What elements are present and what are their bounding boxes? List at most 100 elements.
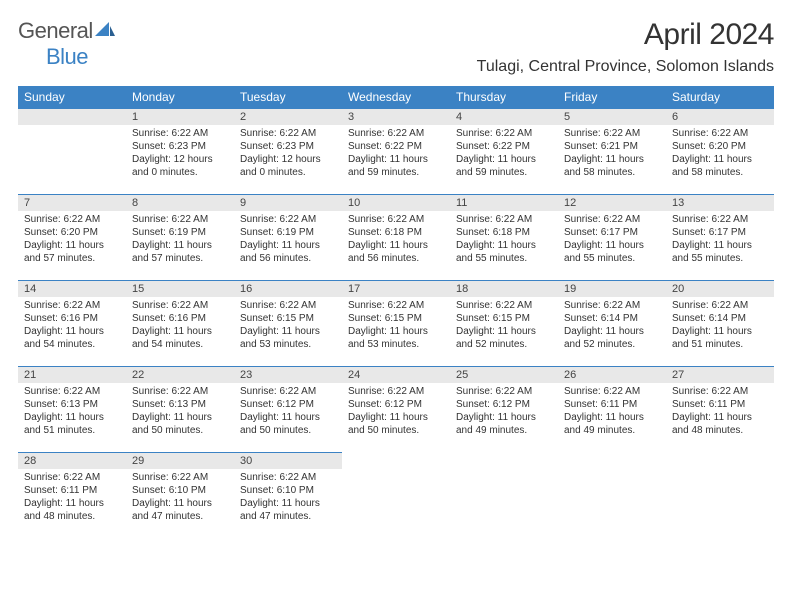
- sunrise-line: Sunrise: 6:22 AM: [456, 214, 532, 225]
- day-number: 8: [126, 194, 234, 211]
- daylight-line: Daylight: 11 hours and 50 minutes.: [348, 412, 428, 436]
- day-cell: 20Sunrise: 6:22 AMSunset: 6:14 PMDayligh…: [666, 280, 774, 366]
- day-cell: 17Sunrise: 6:22 AMSunset: 6:15 PMDayligh…: [342, 280, 450, 366]
- day-details: Sunrise: 6:22 AMSunset: 6:12 PMDaylight:…: [234, 383, 342, 441]
- sunrise-line: Sunrise: 6:22 AM: [132, 386, 208, 397]
- day-details: Sunrise: 6:22 AMSunset: 6:15 PMDaylight:…: [450, 297, 558, 355]
- sunrise-line: Sunrise: 6:22 AM: [348, 128, 424, 139]
- day-details: Sunrise: 6:22 AMSunset: 6:13 PMDaylight:…: [126, 383, 234, 441]
- day-cell: 5Sunrise: 6:22 AMSunset: 6:21 PMDaylight…: [558, 108, 666, 194]
- day-cell: 24Sunrise: 6:22 AMSunset: 6:12 PMDayligh…: [342, 366, 450, 452]
- day-cell: 4Sunrise: 6:22 AMSunset: 6:22 PMDaylight…: [450, 108, 558, 194]
- sunset-line: Sunset: 6:14 PM: [672, 313, 746, 324]
- day-number: 4: [450, 108, 558, 125]
- daylight-line: Daylight: 11 hours and 58 minutes.: [672, 154, 752, 178]
- day-number: 16: [234, 280, 342, 297]
- day-details: Sunrise: 6:22 AMSunset: 6:12 PMDaylight:…: [450, 383, 558, 441]
- day-cell: 1Sunrise: 6:22 AMSunset: 6:23 PMDaylight…: [126, 108, 234, 194]
- day-details: Sunrise: 6:22 AMSunset: 6:22 PMDaylight:…: [342, 125, 450, 183]
- daylight-line: Daylight: 11 hours and 55 minutes.: [564, 240, 644, 264]
- sunrise-line: Sunrise: 6:22 AM: [456, 128, 532, 139]
- sunset-line: Sunset: 6:19 PM: [132, 227, 206, 238]
- daylight-line: Daylight: 11 hours and 56 minutes.: [240, 240, 320, 264]
- sunrise-line: Sunrise: 6:22 AM: [240, 128, 316, 139]
- sunrise-line: Sunrise: 6:22 AM: [672, 214, 748, 225]
- daylight-line: Daylight: 11 hours and 53 minutes.: [348, 326, 428, 350]
- day-number: 9: [234, 194, 342, 211]
- week-row: 1Sunrise: 6:22 AMSunset: 6:23 PMDaylight…: [18, 108, 774, 194]
- day-details: Sunrise: 6:22 AM Sunset: 6:14 PM Daylight:…: [666, 297, 774, 355]
- sunrise-line: Sunrise: 6:22 AM: [672, 300, 748, 311]
- daylight-line: Daylight: 11 hours and 55 minutes.: [456, 240, 536, 264]
- calendar-head: SundayMondayTuesdayWednesdayThursdayFrid…: [18, 86, 774, 108]
- sunset-line: Sunset: 6:20 PM: [672, 141, 746, 152]
- day-cell: 10Sunrise: 6:22 AMSunset: 6:18 PMDayligh…: [342, 194, 450, 280]
- day-cell: 9Sunrise: 6:22 AMSunset: 6:19 PMDaylight…: [234, 194, 342, 280]
- sunset-line: Sunset: 6:10 PM: [132, 485, 206, 496]
- daylight-line: Daylight: 11 hours and 58 minutes.: [564, 154, 644, 178]
- day-details: Sunrise: 6:22 AMSunset: 6:14 PMDaylight:…: [558, 297, 666, 355]
- day-number: 10: [342, 194, 450, 211]
- dayhead-monday: Monday: [126, 86, 234, 108]
- day-number: 23: [234, 366, 342, 383]
- sunset-line: Sunset: 6:16 PM: [24, 313, 98, 324]
- day-cell: 15Sunrise: 6:22 AMSunset: 6:16 PMDayligh…: [126, 280, 234, 366]
- daylight-line: Daylight: 11 hours and 52 minutes.: [564, 326, 644, 350]
- sunrise-line: Sunrise: 6:22 AM: [564, 386, 640, 397]
- day-cell: 27Sunrise: 6:22 AMSunset: 6:11 PMDayligh…: [666, 366, 774, 452]
- empty-bar: [18, 108, 126, 125]
- sunrise-line: Sunrise: 6:22 AM: [564, 300, 640, 311]
- day-cell: 3Sunrise: 6:22 AMSunset: 6:22 PMDaylight…: [342, 108, 450, 194]
- day-number: 6: [666, 108, 774, 125]
- daylight-line: Daylight: 11 hours and 48 minutes.: [24, 498, 104, 522]
- week-row: 21Sunrise: 6:22 AMSunset: 6:13 PMDayligh…: [18, 366, 774, 452]
- day-details: Sunrise: 6:22 AMSunset: 6:15 PMDaylight:…: [342, 297, 450, 355]
- sunrise-line: Sunrise: 6:22 AM: [240, 472, 316, 483]
- calendar-body: 1Sunrise: 6:22 AMSunset: 6:23 PMDaylight…: [18, 108, 774, 538]
- sunset-line: Sunset: 6:23 PM: [240, 141, 314, 152]
- day-number: 11: [450, 194, 558, 211]
- day-number: 13: [666, 194, 774, 211]
- daylight-line: Daylight: 11 hours and 50 minutes.: [240, 412, 320, 436]
- day-number: 27: [666, 366, 774, 383]
- daylight-line: Daylight: 11 hours and 55 minutes.: [672, 240, 752, 264]
- day-details: Sunrise: 6:22 AMSunset: 6:23 PMDaylight:…: [126, 125, 234, 183]
- sunset-line: Sunset: 6:18 PM: [456, 227, 530, 238]
- day-cell: 25Sunrise: 6:22 AMSunset: 6:12 PMDayligh…: [450, 366, 558, 452]
- sunrise-line: Sunrise: 6:22 AM: [456, 386, 532, 397]
- day-cell: 8Sunrise: 6:22 AMSunset: 6:19 PMDaylight…: [126, 194, 234, 280]
- daylight-line: Daylight: 11 hours and 47 minutes.: [132, 498, 212, 522]
- day-number: 29: [126, 452, 234, 469]
- day-details: Sunrise: 6:22 AMSunset: 6:16 PMDaylight:…: [18, 297, 126, 355]
- day-number: 12: [558, 194, 666, 211]
- day-number: 3: [342, 108, 450, 125]
- sunset-line: Sunset: 6:12 PM: [348, 399, 422, 410]
- day-cell: 23Sunrise: 6:22 AMSunset: 6:12 PMDayligh…: [234, 366, 342, 452]
- title-block: April 2024 Tulagi, Central Province, Sol…: [477, 18, 774, 76]
- month-title: April 2024: [477, 18, 774, 52]
- sunset-line: Sunset: 6:11 PM: [564, 399, 637, 410]
- day-details: Sunrise: 6:22 AMSunset: 6:16 PMDaylight:…: [126, 297, 234, 355]
- day-number: 24: [342, 366, 450, 383]
- empty-cell: [342, 452, 450, 538]
- sunset-line: Sunset: 6:17 PM: [564, 227, 638, 238]
- daylight-line: Daylight: 11 hours and 51 minutes.: [672, 326, 752, 350]
- daylight-line: Daylight: 11 hours and 56 minutes.: [348, 240, 428, 264]
- logo-sail-icon: [95, 22, 115, 43]
- day-number: 7: [18, 194, 126, 211]
- empty-cell: [666, 452, 774, 538]
- day-cell: 2Sunrise: 6:22 AMSunset: 6:23 PMDaylight…: [234, 108, 342, 194]
- day-details: Sunrise: 6:22 AMSunset: 6:19 PMDaylight:…: [234, 211, 342, 269]
- sunset-line: Sunset: 6:23 PM: [132, 141, 206, 152]
- header: General Blue April 2024 Tulagi, Central …: [18, 18, 774, 76]
- sunrise-line: Sunrise: 6:22 AM: [132, 472, 208, 483]
- day-details: Sunrise: 6:22 AMSunset: 6:22 PMDaylight:…: [450, 125, 558, 183]
- week-row: 28Sunrise: 6:22 AMSunset: 6:11 PMDayligh…: [18, 452, 774, 538]
- day-cell: 26Sunrise: 6:22 AMSunset: 6:11 PMDayligh…: [558, 366, 666, 452]
- empty-cell: [558, 452, 666, 538]
- day-details: Sunrise: 6:22 AMSunset: 6:17 PMDaylight:…: [666, 211, 774, 269]
- day-cell: 14Sunrise: 6:22 AMSunset: 6:16 PMDayligh…: [18, 280, 126, 366]
- day-cell: 6Sunrise: 6:22 AMSunset: 6:20 PMDaylight…: [666, 108, 774, 194]
- sunrise-line: Sunrise: 6:22 AM: [132, 300, 208, 311]
- sunset-line: Sunset: 6:15 PM: [240, 313, 314, 324]
